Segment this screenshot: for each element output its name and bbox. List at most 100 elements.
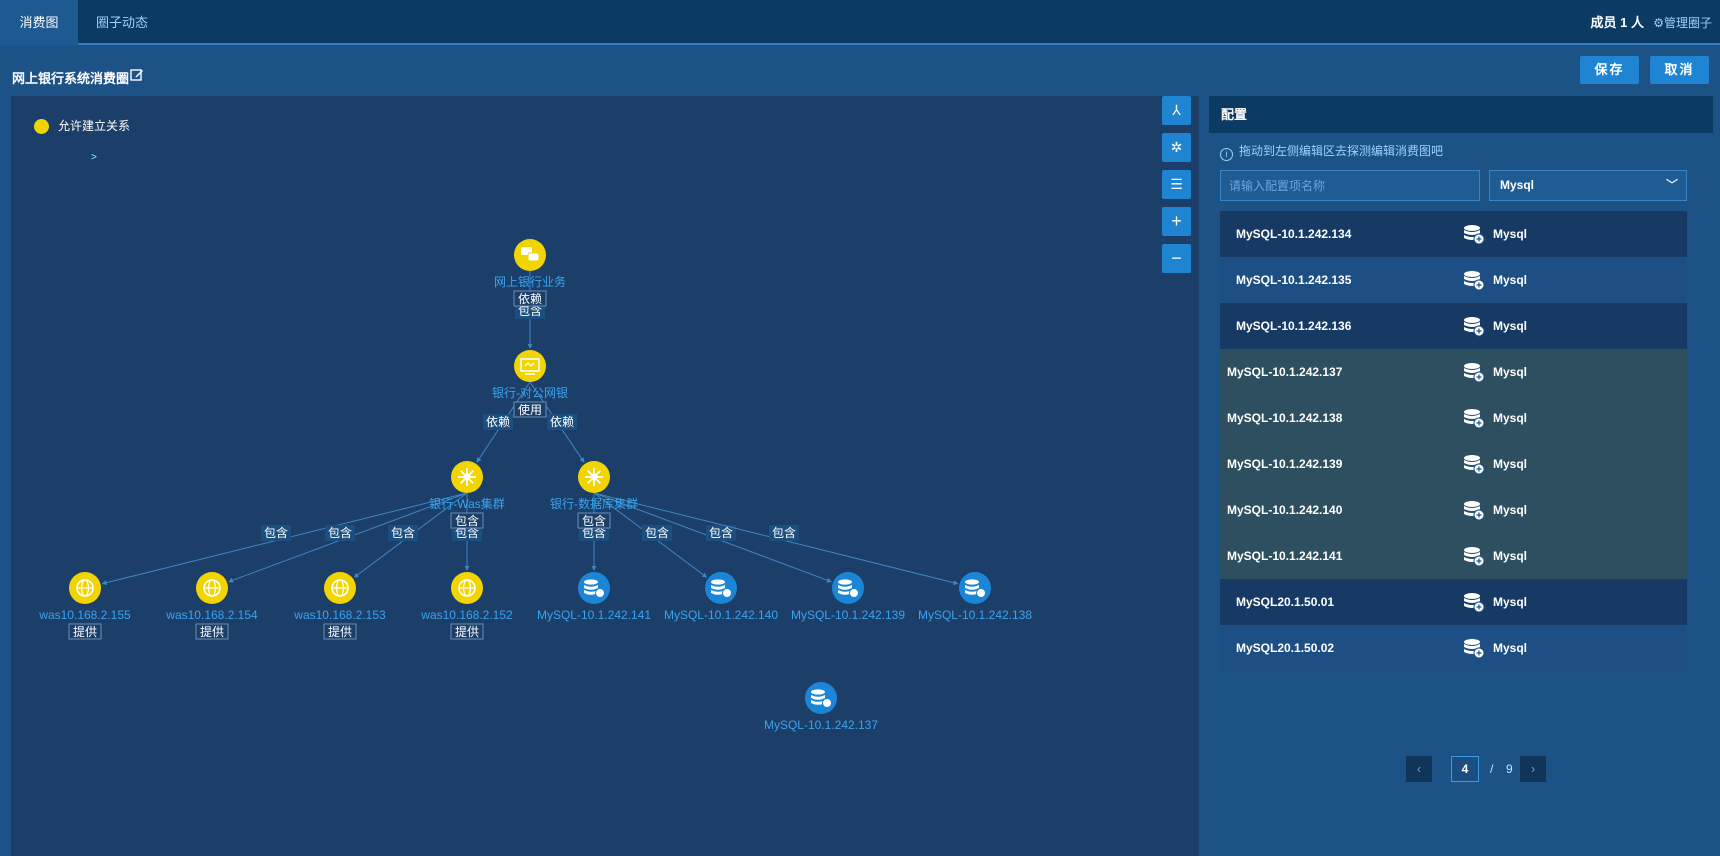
relation-tag-text: 包含 [455,513,479,528]
edge-label[interactable]: 依赖 [483,414,513,430]
config-item-row[interactable]: MySQL-10.1.242.139 Mysql [1220,441,1687,487]
node-label: MySQL-10.1.242.137 [764,718,878,732]
zoom-in-icon[interactable]: + [1162,207,1191,236]
graph-node[interactable]: 银行-对公网银 [492,350,568,400]
edge-label[interactable]: 包含 [325,525,355,541]
edge-label[interactable]: 包含 [388,525,418,541]
node-label: MySQL-10.1.242.141 [537,608,651,622]
current-page[interactable]: 4 [1451,756,1479,782]
legend-swatch [34,119,49,134]
edge-label-text: 包含 [264,525,288,540]
relation-tag[interactable]: 提供 [68,623,102,640]
edge-label[interactable]: 包含 [261,525,291,541]
relation-tag[interactable]: 包含 [577,512,611,529]
monitor-icon [514,350,546,382]
relation-tag[interactable]: 提供 [450,623,484,640]
prev-page-button[interactable]: ‹ [1406,756,1432,782]
page-separator: / [1490,762,1494,776]
type-filter-select[interactable]: Mysql ﹀ [1489,170,1687,201]
edge-label[interactable]: 包含 [515,303,545,319]
edge-label[interactable]: 包含 [769,525,799,541]
save-button[interactable]: 保存 [1580,56,1639,84]
config-item-list: MySQL-10.1.242.134 Mysql MySQL-10.1.242.13… [1220,211,1687,671]
graph-canvas[interactable]: 允许建立关系 > 包含 依赖 依赖 包含 包含 包含 包含 包含 包含 包含 包含 网上银行业务 银行-… [11,96,1199,856]
edge-label-text: 包含 [582,525,606,540]
relation-tag[interactable]: 依赖 [513,290,547,307]
config-item-name: MySQL-10.1.242.138 [1227,411,1343,425]
config-item-name: MySQL20.1.50.02 [1236,641,1335,655]
graph-node[interactable]: 网上银行业务 [494,239,566,289]
graph-node[interactable]: 银行-Was集群 [429,461,505,511]
chat-icon [514,239,546,271]
edge-label[interactable]: 包含 [579,525,609,541]
config-item-row[interactable]: MySQL-10.1.242.134 Mysql [1220,211,1687,257]
config-item-row[interactable]: MySQL-10.1.242.140 Mysql [1220,487,1687,533]
node-label: 银行-对公网银 [492,386,568,400]
manage-circle-link[interactable]: ⚙管理圈子 [1653,0,1712,45]
globe-icon [451,572,483,604]
mysql-icon [1464,455,1485,475]
next-page-button[interactable]: › [1520,756,1546,782]
type-filter-value: Mysql [1500,178,1535,192]
config-item-row[interactable]: MySQL-10.1.242.141 Mysql [1220,533,1687,579]
config-item-row[interactable]: MySQL20.1.50.02 Mysql [1220,625,1687,671]
node-label: 网上银行业务 [494,274,566,289]
graph-node[interactable]: MySQL-10.1.242.140 [664,572,778,622]
drag-hint-text: 拖动到左侧编辑区去探测编辑消费图吧 [1239,144,1444,158]
member-count: 成员 1 人 [1590,15,1644,30]
tree-layout-icon[interactable]: ☰ [1162,170,1191,199]
relation-tag[interactable]: 提供 [323,623,357,640]
config-panel-title: 配置 [1209,96,1713,133]
edge-label[interactable]: 依赖 [547,414,577,430]
node-label: was10.168.2.153 [293,608,386,622]
edge-label-text: 包含 [455,525,479,540]
relation-tag-text: 提供 [455,624,479,639]
config-item-type: Mysql [1493,595,1528,609]
mysql-icon [1464,225,1485,245]
page-title: 网上银行系统消费圈 [12,71,130,86]
config-item-type: Mysql [1493,319,1528,333]
config-item-row[interactable]: MySQL-10.1.242.135 Mysql [1220,257,1687,303]
tab-consumption-graph[interactable]: 消费图 [0,0,78,45]
zoom-out-icon[interactable]: − [1162,244,1191,273]
config-item-type: Mysql [1493,641,1528,655]
config-search-input[interactable] [1220,170,1480,201]
config-item-row[interactable]: MySQL-10.1.242.137 Mysql [1220,349,1687,395]
config-item-row[interactable]: MySQL-10.1.242.138 Mysql [1220,395,1687,441]
edge-label[interactable]: 包含 [706,525,736,541]
edge-label[interactable]: 包含 [452,525,482,541]
edge-label[interactable]: 包含 [642,525,672,541]
relation-tag[interactable]: 提供 [195,623,229,640]
config-item-name: MySQL-10.1.242.139 [1227,457,1343,471]
expand-arrow-icon[interactable]: > [91,152,97,163]
tab-circle-activity[interactable]: 圈子动态 [95,15,148,30]
database-icon [959,572,991,604]
relation-tag-text: 依赖 [518,291,542,306]
mysql-icon [1464,317,1485,337]
graph-node[interactable]: MySQL-10.1.242.137 [764,682,878,732]
chevron-down-icon: ﹀ [1665,178,1678,192]
config-item-row[interactable]: MySQL20.1.50.01 Mysql [1220,579,1687,625]
database-icon [832,572,864,604]
relation-tag[interactable]: 包含 [450,512,484,529]
layout-icon[interactable]: ⅄ [1162,96,1191,125]
edit-icon[interactable] [130,68,144,82]
legend-label: 允许建立关系 [58,119,131,133]
graph-node[interactable]: was10.168.2.153 [293,572,386,622]
graph-node[interactable]: MySQL-10.1.242.139 [791,572,905,622]
graph-node[interactable]: was10.168.2.155 [38,572,131,622]
graph-node[interactable]: MySQL-10.1.242.138 [918,572,1032,622]
relation-tag[interactable]: 使用 [513,401,547,418]
graph-node[interactable]: was10.168.2.152 [420,572,513,622]
star-layout-icon[interactable]: ✲ [1162,133,1191,162]
graph-node[interactable]: was10.168.2.154 [165,572,258,622]
relation-tag-text: 提供 [200,624,224,639]
graph-node[interactable]: 银行-数据库集群 [550,461,638,511]
config-item-row[interactable]: MySQL-10.1.242.136 Mysql [1220,303,1687,349]
cancel-button[interactable]: 取消 [1650,56,1709,84]
mysql-icon [1464,363,1485,383]
graph-node[interactable]: MySQL-10.1.242.141 [537,572,651,622]
relation-tag-text: 使用 [518,402,542,417]
mysql-icon [1464,501,1485,521]
